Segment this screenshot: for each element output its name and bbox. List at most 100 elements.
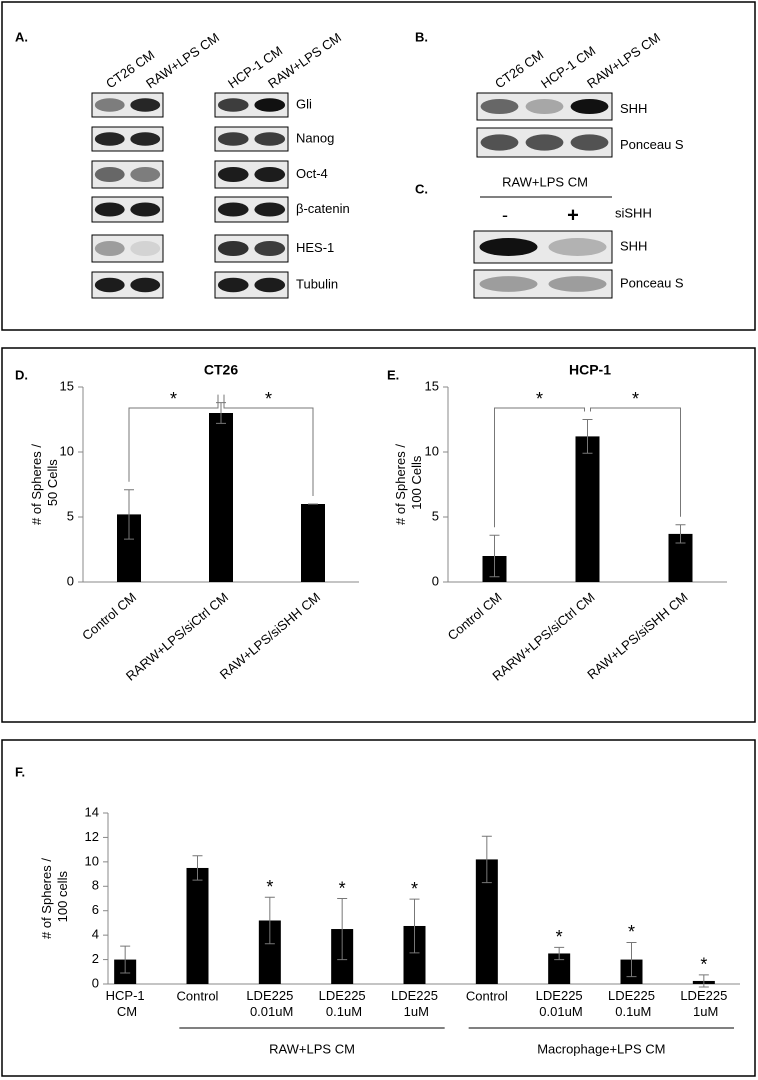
x-tick-label: LDE225 0.1uM: [319, 988, 366, 1019]
error-bar: [489, 534, 500, 578]
band: [548, 238, 607, 256]
significance: *: [700, 955, 707, 975]
bar: [209, 413, 233, 582]
significance: *: [265, 389, 272, 409]
y-tick-label: 2: [92, 951, 99, 966]
band: [94, 132, 125, 146]
band: [548, 276, 607, 292]
x-tick-label: RARW+LPS/siCtrl CM: [489, 589, 597, 683]
y-tick-label: 0: [432, 573, 439, 588]
error-bar: [337, 898, 348, 961]
y-tick-label: 10: [60, 443, 74, 458]
blot-strip: [91, 234, 164, 263]
significance: *: [628, 922, 635, 942]
y-tick-label: 4: [92, 927, 99, 942]
bar: [575, 436, 600, 582]
lane-label: CT26 CM: [492, 47, 546, 91]
bar: [186, 867, 209, 984]
y-axis-title: # of Spheres / 100 cells: [39, 858, 70, 939]
group-label: Macrophage+LPS CM: [537, 1041, 665, 1056]
y-tick-label: 14: [85, 804, 99, 819]
row-label: SHH: [620, 238, 647, 253]
row-label: β-catenin: [296, 201, 350, 216]
y-tick-label: 5: [67, 508, 74, 523]
y-axis-title: # of Spheres / 100 Cells: [393, 444, 424, 525]
band: [479, 238, 538, 256]
band: [254, 277, 286, 293]
y-tick-label: 0: [67, 573, 74, 588]
chart-title: CT26: [204, 362, 238, 378]
band: [254, 202, 286, 217]
error-bar: [124, 489, 134, 540]
error-bar: [120, 945, 131, 974]
band: [525, 134, 564, 151]
bar: [475, 859, 498, 984]
y-axis-title: # of Spheres / 50 Cells: [29, 444, 60, 525]
error-bar: [409, 898, 420, 954]
y-tick-label: 12: [85, 829, 99, 844]
x-tick-label: Control: [466, 988, 508, 1003]
row-label: Ponceau S: [620, 275, 684, 290]
band: [94, 166, 125, 183]
y-tick-label: 15: [425, 378, 439, 393]
y-tick-label: 10: [85, 853, 99, 868]
band: [525, 98, 564, 115]
x-tick-label: LDE225 0.01uM: [246, 988, 293, 1019]
bar: [258, 920, 281, 984]
error-bar: [698, 974, 709, 988]
panel-label: D.: [15, 367, 28, 382]
significance: *: [170, 389, 177, 409]
x-tick-label: LDE225 1uM: [391, 988, 438, 1019]
band: [217, 98, 249, 112]
band: [480, 134, 519, 151]
band: [94, 98, 125, 112]
panel-label: E.: [387, 367, 399, 382]
bar: [301, 504, 325, 582]
x-tick-label: RAW+LPS/siSHH CM: [217, 589, 323, 682]
y-tick-label: 8: [92, 878, 99, 893]
panel-label: B.: [415, 29, 428, 44]
band: [217, 132, 249, 146]
row-label: SHH: [620, 101, 647, 116]
x-tick-label: Control: [177, 988, 219, 1003]
x-tick-label: LDE225 0.01uM: [536, 988, 583, 1019]
band: [217, 240, 249, 257]
band: [130, 98, 161, 112]
chart-title: HCP-1: [569, 362, 611, 378]
error-bar: [481, 835, 492, 884]
bar: [548, 953, 571, 984]
significance: *: [536, 389, 543, 409]
band: [254, 166, 286, 183]
y-tick-label: 15: [60, 378, 74, 393]
x-tick-label: RARW+LPS/siCtrl CM: [123, 589, 231, 683]
lane-label: +: [567, 204, 579, 226]
x-tick-label: HCP-1 CM: [106, 988, 145, 1019]
x-tick-label: LDE225 0.1uM: [608, 988, 655, 1019]
band: [570, 98, 609, 115]
band: [479, 276, 538, 292]
treatment-label: siSHH: [615, 205, 652, 220]
band: [254, 132, 286, 146]
band: [94, 240, 125, 257]
row-label: Gli: [296, 96, 312, 111]
row-label: Tubulin: [296, 276, 338, 291]
significance-bracket: [128, 394, 219, 482]
panel-label: F.: [15, 764, 25, 779]
band: [570, 134, 609, 151]
band: [130, 166, 161, 183]
y-tick-label: 5: [432, 508, 439, 523]
error-bar: [554, 946, 565, 961]
band: [130, 132, 161, 146]
error-bar: [582, 419, 593, 454]
band: [217, 277, 249, 293]
band: [130, 202, 161, 217]
x-tick-label: RAW+LPS/siSHH CM: [584, 589, 690, 682]
significance-bracket: [590, 407, 681, 517]
lane-label: RAW+LPS CM: [584, 30, 663, 92]
significance: *: [266, 877, 273, 897]
panel-label: A.: [15, 29, 28, 44]
significance-bracket: [494, 407, 585, 528]
error-bar: [192, 855, 203, 881]
band: [480, 98, 519, 115]
